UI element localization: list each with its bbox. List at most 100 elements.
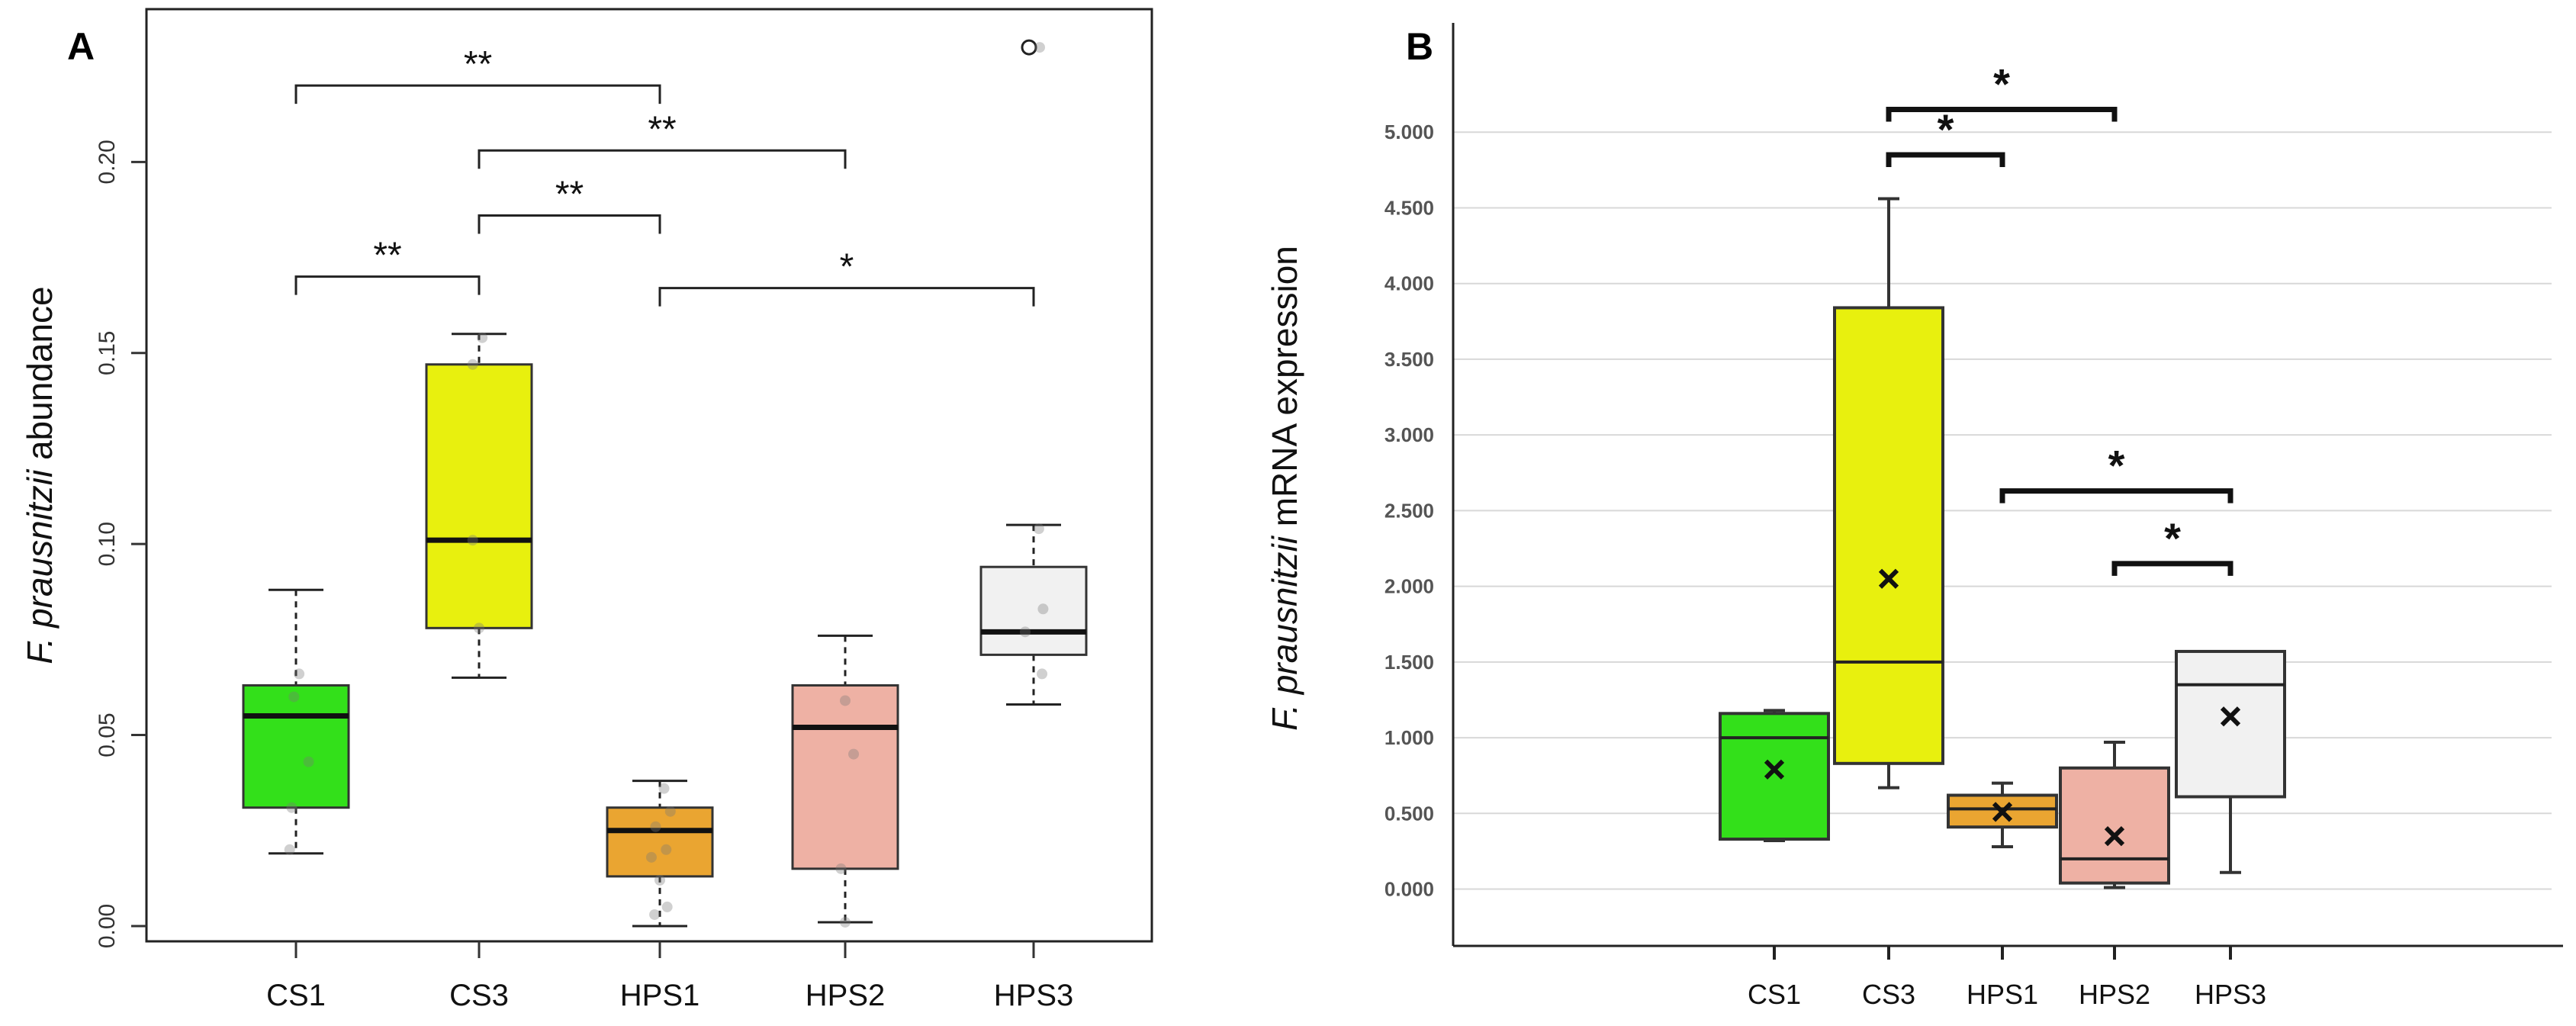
panel-b-y-tick-label: 2.500 [1384,499,1434,522]
panel-a-box-hps3 [979,565,1088,656]
panel-b-x-tick-label-cs3: CS3 [1862,979,1915,1010]
panel-a-significance-bracket [294,275,481,295]
panel-a-data-point-cs3 [474,622,484,634]
panel-a-significance-bracket [478,214,661,234]
panel-b-x-tick-label-hps2: HPS2 [2079,979,2150,1010]
panel-b-mean-marker-cs1 [1764,759,1785,780]
panel-b-significance-label: * [1993,60,2010,108]
panel-b-x-tick-label-cs1: CS1 [1748,979,1801,1010]
panel-b-letter: B [1406,25,1433,68]
panel-a-significance-label: * [840,247,854,288]
panel-b-y-tick-label: 3.000 [1384,423,1434,446]
panel-a-box-hps2 [791,683,899,870]
panel-b-significance: * * * * [1886,60,2233,576]
panel-b-significance-bracket [2111,561,2233,576]
panel-a-y-tick-label: 0.00 [95,904,120,948]
panel-a-data-point-cs1 [286,802,297,813]
panel-a-data-point-cs1 [288,691,300,703]
panel-a-data-point-hps1 [645,851,657,863]
panel-b-axes: 0.000 0.500 1.000 1.500 2.000 2.500 3.000 3.500… [1384,23,2563,1010]
panel-b-y-tick-label: 4.000 [1384,272,1434,295]
panel-b-significance-label: * [2164,514,2181,562]
panel-a-x-tick-label-cs1: CS1 [266,979,326,1012]
panel-b-significance-bracket [1886,106,2118,122]
panel-a-data-point-hps3 [1037,668,1048,680]
panel-a-significance-label: ** [373,236,401,276]
panel-a-y-tick-label: 0.15 [95,331,120,375]
panel-a-points [284,42,1049,928]
panel-a-axes: 0.00 0.05 0.10 0.15 0.20 CS1 CS3 HPS1 HPS2 HPS3 [95,140,1073,1012]
panel-a-significance: ******** * [294,44,1035,307]
panel-b-mean-marker-hps1 [1992,802,2013,822]
panel-b-y-tick-label: 1.000 [1384,726,1434,749]
panel-a-data-point-cs3 [477,332,488,343]
panel-a-significance-label: ** [648,109,676,150]
panel-a-y-axis-label-italic: F. prausnitzii [20,468,59,664]
panel-b-y-tick-label: 3.500 [1384,348,1434,371]
panel-a-outlier-hps3 [1021,39,1037,56]
panel-a-data-point-hps3 [1037,603,1049,615]
panel-b-y-tick-label: 4.500 [1384,196,1434,219]
panel-a-letter: A [67,25,95,68]
panel-b-y-tick-label: 1.500 [1384,651,1434,674]
panel-b: B F. prausnitzii mRNA expression 0.0000.… [1265,23,2563,1010]
panel-b-y-axis-label-italic: F. prausnitzii [1265,535,1304,731]
panel-a-significance-bracket [294,84,661,105]
panel-a-data-point-cs3 [467,535,478,546]
panel-b-mean-marker-hps2 [2104,825,2125,847]
panel-b-box-cs3 [1833,306,1944,765]
panel-b-mean-marker-hps3 [2220,706,2241,727]
panel-a-data-point-hps1 [649,909,661,920]
panel-a-data-point-hps2 [835,863,847,874]
panel-a-y-tick-label: 0.05 [95,712,120,757]
panel-a-box-cs3 [425,363,533,629]
panel-a-data-point-hps1 [661,844,672,855]
panel-a-x-tick-label-hps2: HPS2 [806,979,886,1012]
panel-b-box-hps2 [2059,766,2170,885]
panel-b-significance-bracket [1999,488,2233,503]
panel-a-data-point-hps1 [650,821,661,832]
panel-a-data-point-hps1 [661,901,673,912]
panel-a-significance-bracket [658,287,1035,307]
panel-b-significance-label: * [2108,442,2125,490]
panel-b-x-tick-label-hps3: HPS3 [2195,979,2266,1010]
panel-b-mean-marker-cs3 [1878,568,1899,589]
panel-b-y-tick-label: 0.000 [1384,878,1434,901]
panel-b-y-tick-label: 0.500 [1384,802,1434,825]
panel-a-data-point-hps3 [1034,42,1045,53]
panel-a-significance-bracket [478,149,847,169]
panel-b-y-tick-label: 5.000 [1384,121,1434,143]
panel-a-data-point-hps1 [664,806,676,817]
panel-b-box-cs1 [1719,712,1830,841]
panel-b-gridlines [1453,131,2552,890]
panel-a-plot-frame [145,8,1153,943]
panel-b-y-tick-label: 2.000 [1384,575,1434,598]
panel-a-y-axis-label-rest: abundance [20,286,59,469]
panel-a-x-tick-label-cs3: CS3 [449,979,509,1012]
panel-a-data-point-hps1 [654,874,665,886]
panel-b-significance-label: * [1938,105,1954,153]
panel-a-data-point-hps3 [1019,626,1031,638]
panel-b-boxes [1719,197,2286,889]
panel-a-data-point-cs1 [284,844,295,855]
panel-a-significance-label: ** [555,174,584,214]
panel-a-data-point-hps3 [1033,523,1044,535]
panel-a-data-point-hps2 [848,748,860,760]
panel-a-y-tick-label: 0.10 [95,522,120,566]
panel-b-y-axis-label: F. prausnitzii mRNA expression [1265,246,1304,731]
panel-a-data-point-hps2 [840,916,851,928]
panel-a: A F. prausnitzii abundance 0.000.050.100… [20,8,1153,1012]
panel-a-significance-label: ** [464,44,492,85]
panel-a-boxes [242,39,1088,928]
panel-a-data-point-hps1 [658,783,670,794]
panel-a-data-point-cs3 [467,359,478,370]
panel-a-box-cs1 [242,683,350,809]
panel-b-significance-bracket [1886,152,2005,167]
panel-a-y-tick-label: 0.20 [95,140,120,184]
panel-a-x-tick-label-hps1: HPS1 [620,979,700,1012]
panel-a-x-tick-label-hps3: HPS3 [994,979,1074,1012]
panel-b-y-axis-label-rest: mRNA expression [1265,246,1304,536]
panel-b-box-hps3 [2175,649,2286,799]
panel-b-x-tick-label-hps1: HPS1 [1967,979,2038,1010]
